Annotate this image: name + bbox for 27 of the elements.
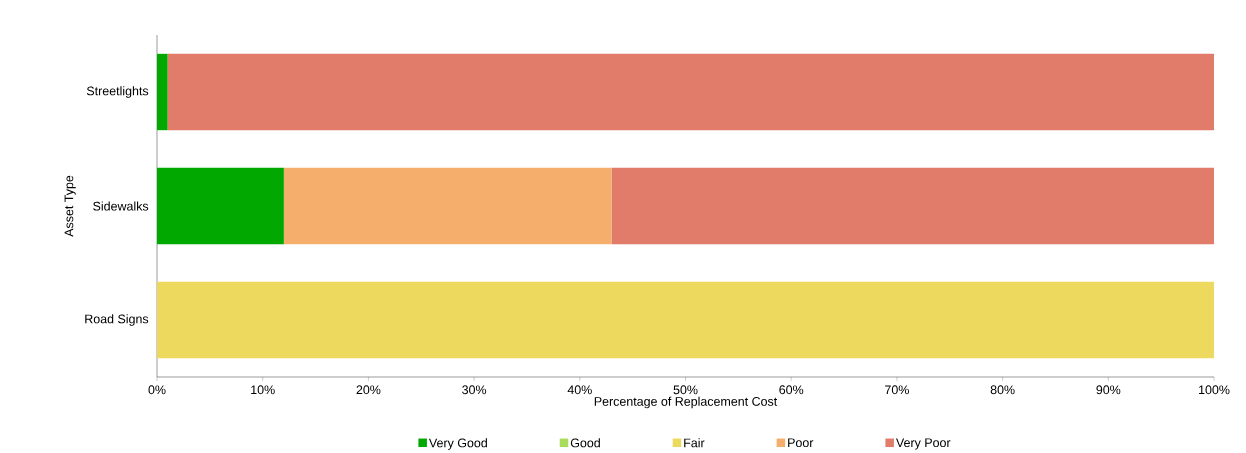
bar [167, 53, 1215, 131]
bar [157, 53, 168, 131]
x-tick-label: 40% [567, 385, 592, 395]
bar [611, 167, 1215, 245]
bar [157, 167, 284, 245]
legend-label: Very Good [428, 438, 487, 450]
legend-label: Very Poor [895, 438, 951, 450]
x-tick-label: 80% [990, 385, 1015, 395]
x-tick-label: 50% [673, 385, 698, 395]
bar [157, 281, 1215, 359]
y-axis-title: Asset Type [64, 175, 76, 237]
x-tick-label: 100% [1199, 385, 1230, 395]
y-tick-label: Streetlights [86, 86, 149, 98]
legend-label: Fair [684, 438, 705, 448]
x-tick-label: 70% [885, 385, 909, 395]
bar [283, 167, 612, 245]
x-tick-label: 0% [148, 385, 166, 395]
legend-label: Good [570, 438, 600, 448]
x-tick-label: 60% [779, 385, 804, 395]
x-tick-label: 10% [251, 385, 275, 395]
y-tick-label: Road Signs [85, 314, 149, 326]
x-axis-title: Percentage of Replacement Cost [594, 396, 778, 409]
x-tick-label: 30% [462, 385, 487, 395]
x-tick-label: 90% [1096, 385, 1121, 395]
y-tick-label: Sidewalks [93, 201, 149, 211]
legend-label: Poor [788, 438, 814, 448]
x-tick-label: 20% [356, 385, 381, 395]
